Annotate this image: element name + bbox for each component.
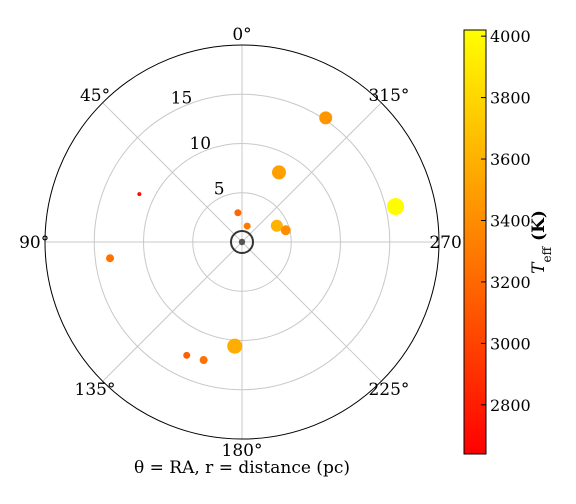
theta-tick-label-45: 45° <box>80 86 110 106</box>
star-point <box>270 219 283 232</box>
colorbar-tick-label-3000: 3000 <box>490 334 531 353</box>
radial-tick-label-15: 15 <box>171 88 193 108</box>
radial-tick-label-5: 5 <box>214 179 225 199</box>
star-point <box>234 209 242 217</box>
star-point <box>280 225 291 236</box>
star-point <box>137 192 142 197</box>
radial-tick-label-10: 10 <box>189 134 211 154</box>
theta-tick-label-90: 90° <box>19 233 49 253</box>
sun-marker-dot <box>238 238 246 246</box>
polar-outer-circle <box>44 44 440 440</box>
theta-tick-labels: 0° 45° 90° 135° 180° 225° 270° 315° <box>19 25 470 461</box>
star-point <box>243 222 251 230</box>
theta-tick-label-315: 315° <box>368 86 409 106</box>
angular-gridline-135 <box>102 241 243 382</box>
colorbar-label: Teff (K) <box>529 210 554 274</box>
colorbar-gradient <box>463 29 487 455</box>
colorbar-tick-label-4000: 4000 <box>490 27 531 46</box>
sun-marker-ring <box>230 230 254 254</box>
star-point <box>199 356 208 365</box>
colorbar-tick-label-3800: 3800 <box>490 89 531 108</box>
colorbar-tick-label-3600: 3600 <box>490 150 531 169</box>
colorbar-tick-label-2800: 2800 <box>490 396 531 415</box>
theta-tick-label-225: 225° <box>368 380 409 400</box>
angular-gridline-45 <box>102 102 243 243</box>
angular-gridline-225 <box>241 241 382 382</box>
colorbar-tick-label-3400: 3400 <box>490 211 531 230</box>
star-point <box>387 198 405 216</box>
sun-marker <box>230 230 254 254</box>
star-point <box>183 351 191 359</box>
theta-tick-label-270: 270° <box>429 233 470 253</box>
star-point <box>227 338 243 354</box>
colorbar-tick-label-3200: 3200 <box>490 273 531 292</box>
star-point <box>319 111 333 125</box>
polar-frame <box>44 44 440 440</box>
radial-tick-labels: 5 10 15 <box>171 88 225 199</box>
x-axis-label: θ = RA, r = distance (pc) <box>134 458 350 478</box>
star-point <box>271 165 286 180</box>
colorbar: 2800 3000 3200 3400 3600 3800 4000 Teff (K) <box>463 27 554 455</box>
star-point <box>106 254 115 263</box>
polar-grid <box>45 45 439 439</box>
angular-gridline-315 <box>241 102 382 243</box>
theta-tick-label-135: 135° <box>75 380 116 400</box>
theta-tick-label-180: 180° <box>222 441 263 461</box>
theta-tick-label-0: 0° <box>232 25 251 45</box>
data-points <box>106 111 405 365</box>
